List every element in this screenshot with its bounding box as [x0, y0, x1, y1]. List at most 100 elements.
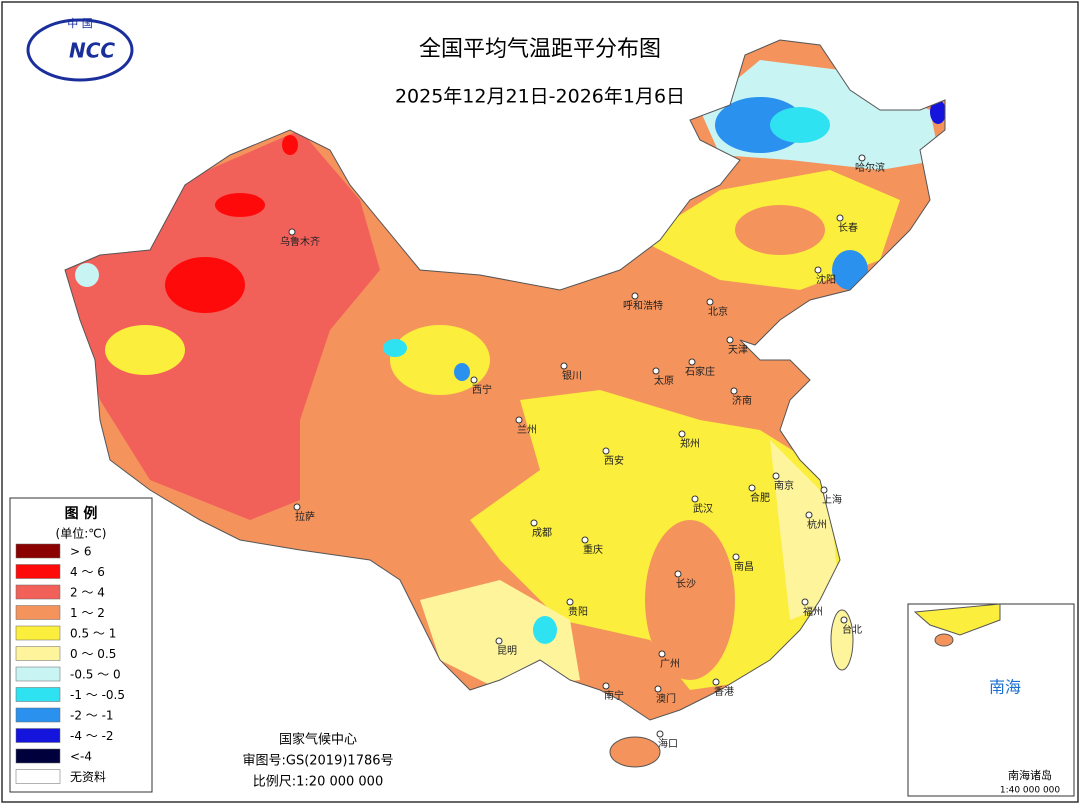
logo-top: 中 国 [67, 17, 93, 30]
city-label: 香港 [714, 686, 734, 698]
city-dot [602, 447, 610, 455]
city-dot [706, 298, 714, 306]
city-dot [293, 503, 301, 511]
city-dot [688, 358, 696, 366]
legend-swatch [15, 564, 61, 579]
city-label: 兰州 [517, 423, 537, 436]
city-dot [560, 362, 568, 370]
city-dot [654, 685, 662, 693]
legend-swatch [15, 666, 61, 682]
legend-label: 2 ～ 4 [70, 586, 105, 600]
city-label: 哈尔滨 [855, 161, 885, 174]
city-label: 福州 [803, 605, 823, 618]
legend-swatch [15, 728, 61, 743]
city-dot [748, 484, 756, 492]
legend-swatch [15, 625, 61, 641]
inset-map: 南海 南海诸岛 1:40 000 000 [907, 603, 1075, 797]
city-label: 太原 [654, 374, 674, 387]
city-label: 沈阳 [816, 273, 836, 286]
city-label: 澳门 [656, 692, 676, 705]
city-label: 合肥 [750, 491, 770, 504]
inset-islands: 南海诸岛 [1008, 768, 1052, 782]
title: 全国平均气温距平分布图 [419, 37, 661, 62]
city-label: 乌鲁木齐 [280, 235, 320, 248]
inset-sea: 南海 [989, 678, 1021, 697]
legend-label: -1 ～ -0.5 [70, 688, 125, 702]
city-label: 杭州 [807, 518, 827, 531]
city-dot [674, 570, 682, 578]
legend-swatch [15, 748, 61, 764]
legend-label: <-4 [70, 750, 92, 764]
legend-swatch [15, 584, 61, 600]
city-dot [470, 376, 478, 384]
logo-mark: NCC [69, 39, 115, 63]
city-label: 重庆 [583, 543, 603, 556]
legend-swatch [15, 646, 61, 661]
legend-label: 4 ～ 6 [70, 565, 105, 579]
subtitle: 2025年12月21日-2026年1月6日 [395, 86, 685, 108]
legend-swatch [15, 769, 61, 784]
city-dot [712, 678, 720, 686]
city-label: 石家庄 [685, 365, 715, 378]
city-label: 南宁 [604, 689, 624, 702]
legend-label: 无资料 [70, 770, 106, 784]
city-label: 银川 [562, 369, 582, 382]
city-label: 成都 [532, 527, 552, 539]
legend-box [9, 497, 153, 793]
legend-items: > 6 4 ～ 6 2 ～ 4 1 ～ 2 0.5 ～ 1 0 ～ 0.5 -0.5 ～ 0… [15, 543, 125, 784]
city-dot [840, 616, 848, 624]
city-label: 广州 [660, 658, 680, 670]
city-label: 南昌 [734, 560, 754, 573]
city-label: 拉萨 [295, 510, 315, 523]
city-label: 上海 [822, 493, 842, 506]
city-label: 海口 [658, 737, 678, 750]
footer-approval: 审图号:GS(2019)1786号 [242, 754, 393, 769]
city-dot [602, 682, 610, 690]
city-label: 呼和浩特 [623, 300, 663, 312]
city-dot [656, 730, 664, 738]
city-label: 长沙 [676, 578, 696, 590]
city-label: 南京 [774, 479, 794, 492]
city-dot [730, 387, 738, 395]
city-label: 武汉 [693, 502, 713, 515]
city-label: 贵阳 [568, 605, 588, 618]
city-label: 西安 [604, 454, 624, 467]
legend-unit: (单位:℃) [56, 526, 107, 541]
city-dot [858, 154, 866, 162]
city-dot [820, 486, 828, 494]
legend-title: 图 例 [65, 505, 98, 522]
city-dot [772, 472, 780, 480]
city-dot [652, 367, 660, 375]
city-dot [288, 228, 296, 236]
legend-label: 0 ～ 0.5 [70, 647, 116, 661]
temperature-map [64, 39, 946, 768]
inset-scale: 1:40 000 000 [1000, 786, 1061, 796]
legend-label: -2 ～ -1 [70, 709, 114, 723]
city-dot [566, 598, 574, 606]
city-label: 昆明 [497, 645, 517, 657]
legend-swatch [15, 605, 61, 620]
city-dot [581, 536, 589, 544]
legend-swatch [15, 687, 61, 702]
city-label: 北京 [708, 305, 728, 318]
city-label: 长春 [838, 222, 858, 234]
city-dot [814, 266, 822, 274]
city-dot [530, 519, 538, 527]
city-label: 西宁 [472, 383, 492, 396]
legend-label: 1 ～ 2 [70, 606, 105, 620]
city-dot [678, 430, 686, 438]
city-dot [515, 416, 523, 424]
legend-swatch [15, 543, 61, 559]
city-dot [801, 598, 809, 606]
footer-agency: 国家气候中心 [279, 732, 357, 748]
legend-label: > 6 [70, 545, 92, 559]
legend-label: 0.5 ～ 1 [70, 627, 116, 641]
city-label: 天津 [728, 344, 748, 356]
legend-label: -4 ～ -2 [70, 729, 114, 743]
city-dot [726, 336, 734, 344]
city-dot [495, 637, 503, 645]
city-dot [732, 553, 740, 561]
